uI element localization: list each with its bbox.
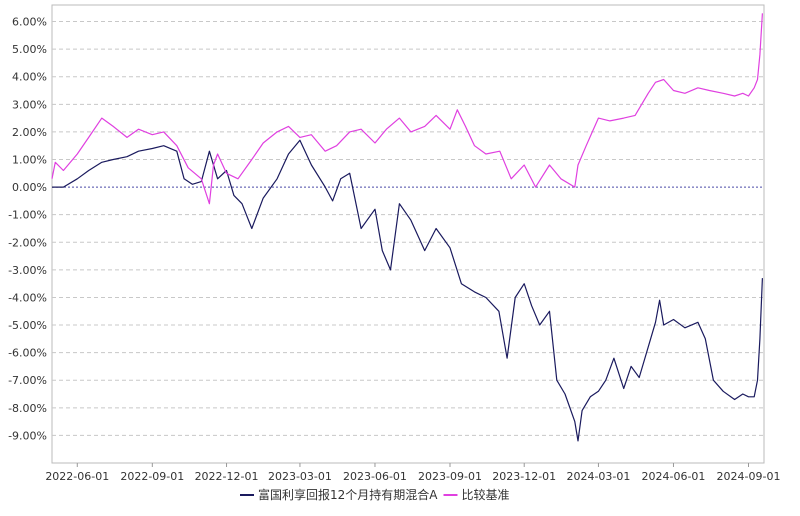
y-tick-label: -9.00%: [8, 429, 47, 442]
series-line-1: [51, 13, 763, 205]
series-lines: [51, 13, 763, 442]
x-tick-label: 2024-06-01: [642, 470, 706, 483]
legend: 富国利享回报12个月持有期混合A 比较基准: [240, 487, 510, 502]
x-tick-label: 2023-06-01: [343, 470, 407, 483]
x-tick-label: 2023-03-01: [268, 470, 332, 483]
x-tick-label: 2023-12-01: [492, 470, 556, 483]
legend-label-1: 比较基准: [461, 487, 509, 502]
gridlines: [51, 4, 765, 464]
y-tick-label: -8.00%: [8, 402, 47, 415]
x-tick-label: 2023-09-01: [418, 470, 482, 483]
plot-border: [51, 4, 765, 464]
y-tick-label: -6.00%: [8, 347, 47, 360]
legend-label-0: 富国利享回报12个月持有期混合A: [258, 487, 438, 502]
x-tick-label: 2022-09-01: [120, 470, 184, 483]
y-tick-label: 2.00%: [12, 126, 47, 139]
y-tick-label: -5.00%: [8, 319, 47, 332]
y-tick-label: 0.00%: [12, 181, 47, 194]
y-tick-label: 6.00%: [12, 16, 47, 29]
y-tick-label: 1.00%: [12, 154, 47, 167]
x-tick-label: 2024-03-01: [566, 470, 630, 483]
x-tick-label: 2022-12-01: [195, 470, 259, 483]
x-tick-label: 2024-09-01: [717, 470, 781, 483]
axes: 6.00% 5.00% 4.00% 3.00% 2.00% 1.00% 0.00% -1.00…: [8, 16, 780, 483]
y-tick-label: -3.00%: [8, 264, 47, 277]
y-tick-label: -1.00%: [8, 209, 47, 222]
series-line-0: [52, 139, 763, 442]
x-tick-label: 2022-06-01: [45, 470, 109, 483]
y-tick-label: 3.00%: [12, 98, 47, 111]
y-tick-label: 5.00%: [12, 43, 47, 56]
y-tick-label: -4.00%: [8, 291, 47, 304]
y-tick-label: -2.00%: [8, 236, 47, 249]
y-tick-label: -7.00%: [8, 374, 47, 387]
y-tick-label: 4.00%: [12, 71, 47, 84]
